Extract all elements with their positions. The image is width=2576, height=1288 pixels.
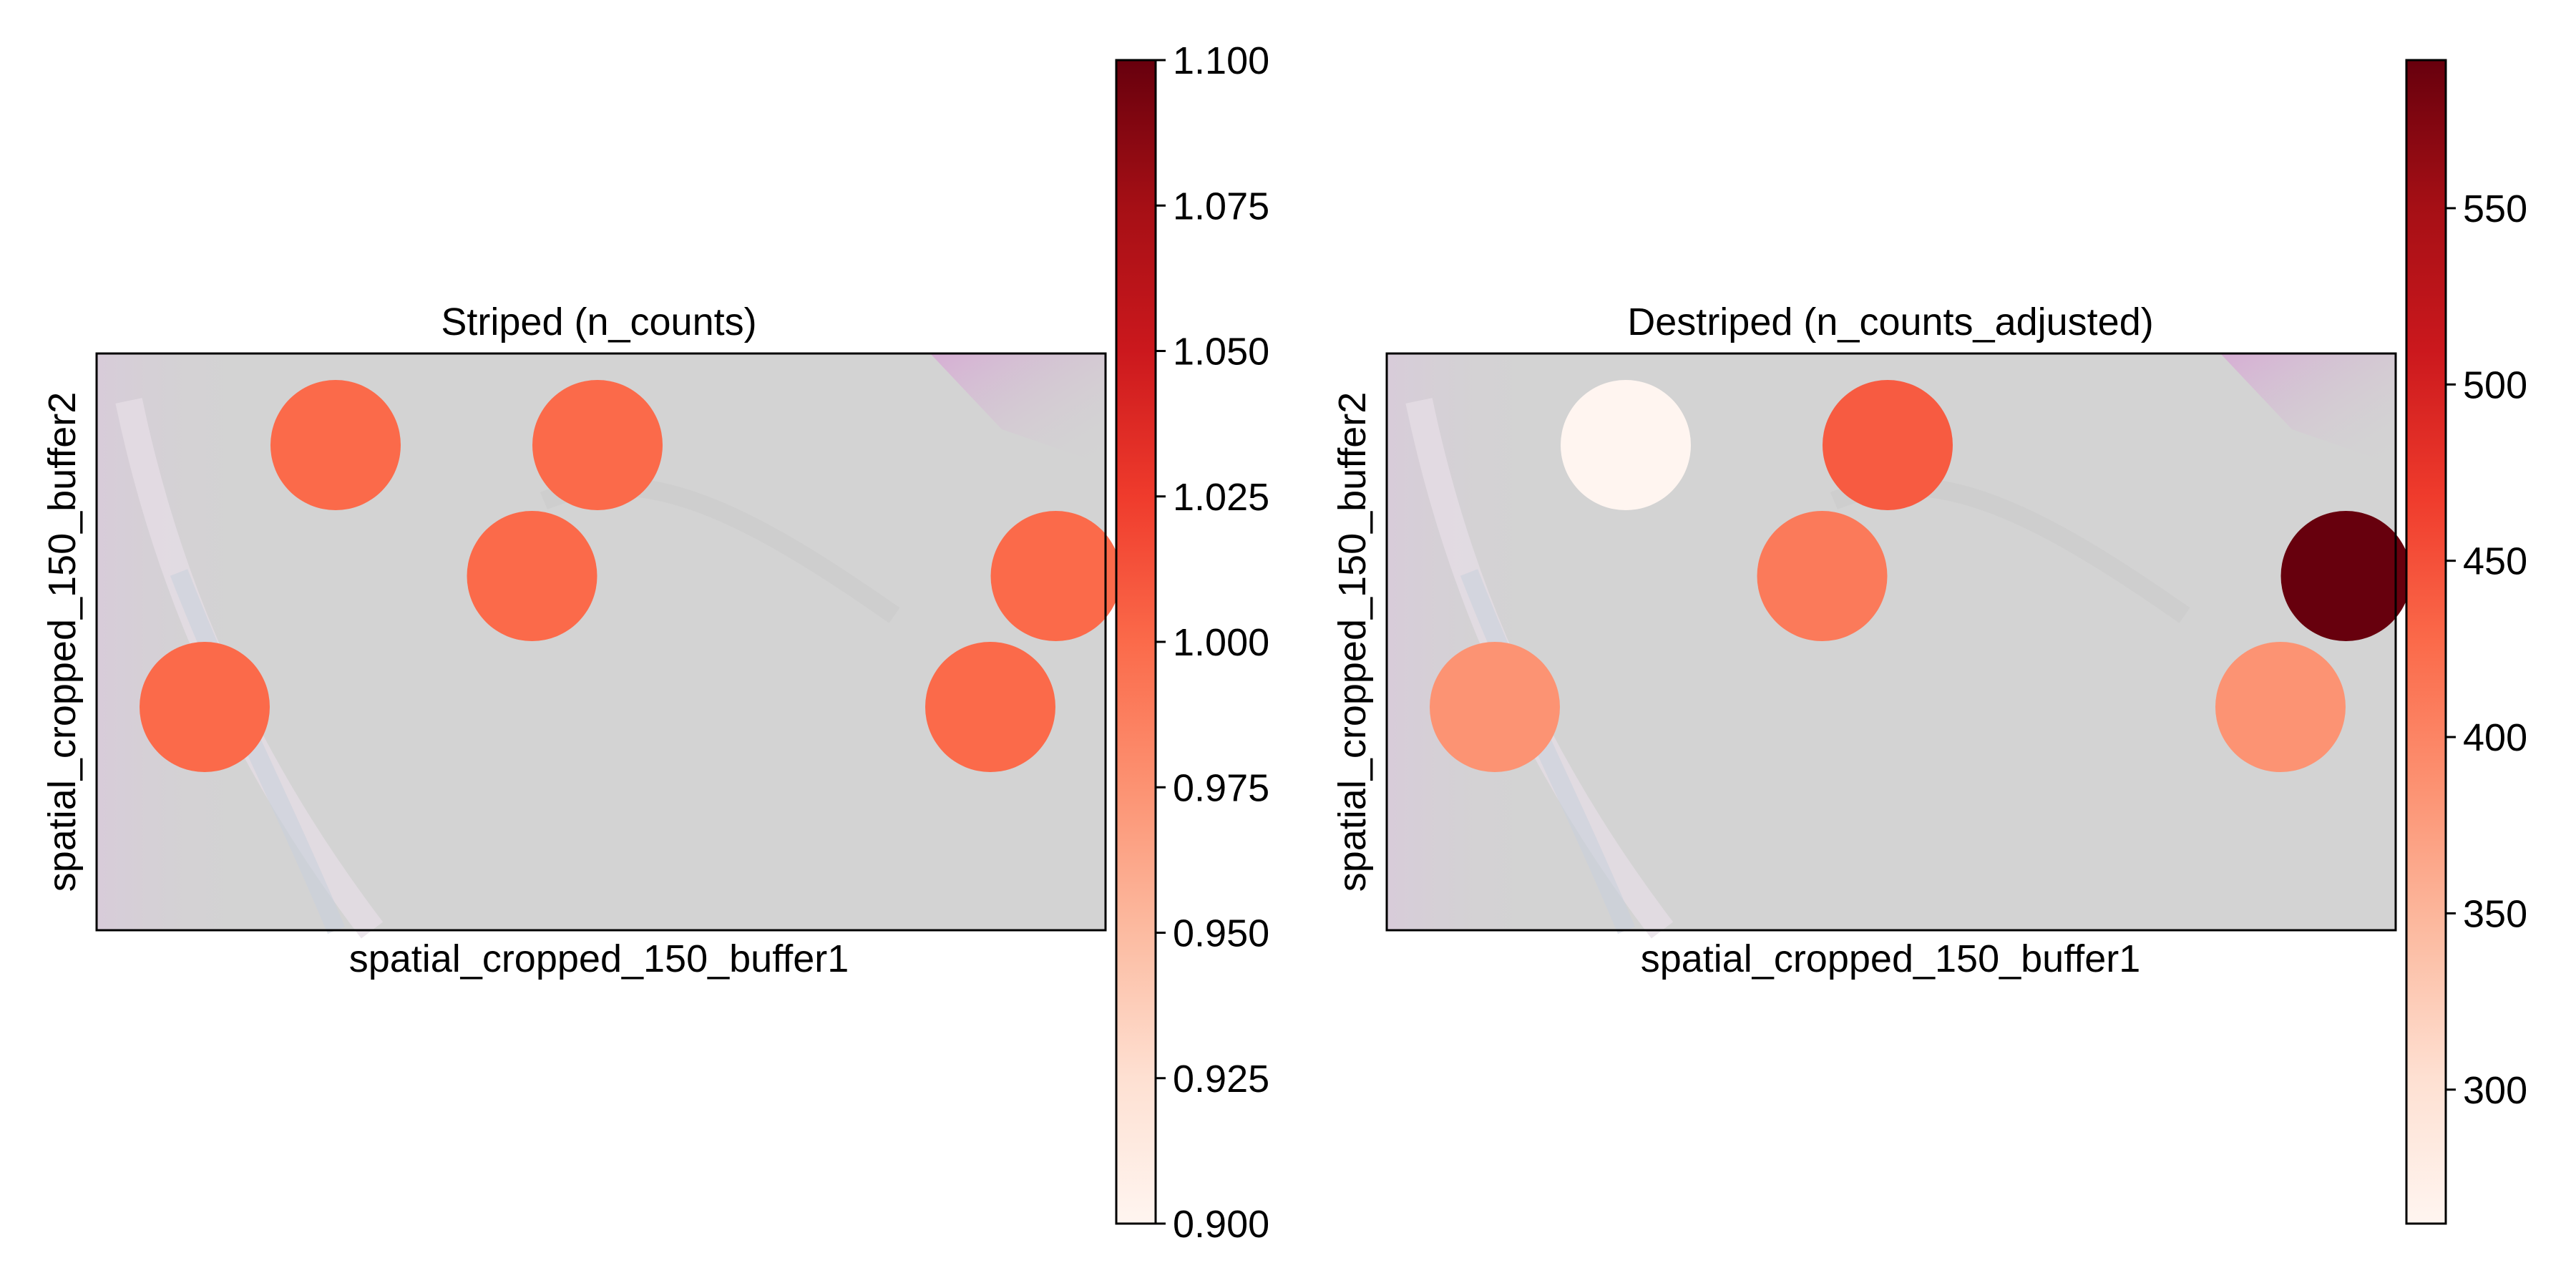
colorbar: 0.900 0.925 0.950 0.975 1.000 1.025 1.050 1.075… (1115, 39, 1269, 1246)
spot-1 (1823, 380, 1953, 510)
axes-frame (1385, 352, 2397, 932)
colorbar-tick-label: 400 (2463, 716, 2527, 759)
spot-2 (467, 511, 597, 641)
colorbar-tick-label: 450 (2463, 540, 2527, 583)
colorbar-tick-label: 0.975 (1173, 766, 1269, 809)
spot-2 (1757, 511, 1888, 641)
colorbar-tick-label: 1.000 (1173, 621, 1269, 664)
colorbar-tick-label: 0.900 (1173, 1203, 1269, 1246)
tissue-background (1387, 353, 2396, 939)
colorbar-tick-label: 1.075 (1173, 185, 1269, 228)
plot-title: Destriped (n_counts_adjusted) (1627, 301, 2153, 343)
spot-5 (2215, 642, 2346, 772)
spot-0 (1561, 380, 1691, 510)
colorbar-ticks: 0.900 0.925 0.950 0.975 1.000 1.025 1.050 1.075… (1156, 39, 1269, 1246)
striped-panel: Striped (n_counts) spatial_cropped_150_b… (41, 39, 1269, 1246)
colorbar-tick-label: 1.050 (1173, 331, 1269, 374)
spot-3 (2280, 511, 2411, 641)
y-axis-label: spatial_cropped_150_buffer2 (1331, 392, 1374, 892)
colorbar: 300 350 400 450 500 550 (2405, 59, 2527, 1225)
colorbar-ticks: 300 350 400 450 500 550 (2446, 187, 2527, 1112)
spot-3 (990, 511, 1121, 641)
x-axis-label: spatial_cropped_150_buffer1 (349, 937, 849, 980)
x-axis-label: spatial_cropped_150_buffer1 (1641, 937, 2141, 980)
destriped-panel: Destriped (n_counts_adjusted) spatial_cr… (1331, 59, 2527, 1225)
colorbar-tick-label: 0.925 (1173, 1058, 1269, 1101)
colorbar-tick-label: 500 (2463, 364, 2527, 406)
colorbar-tick-label: 1.025 (1173, 476, 1269, 519)
spot-1 (532, 380, 663, 510)
colorbar-tick-label: 300 (2463, 1069, 2527, 1112)
spot-4 (140, 642, 270, 772)
spot-4 (1430, 642, 1560, 772)
spots-layer (140, 380, 1121, 772)
spot-5 (925, 642, 1055, 772)
axes-frame (95, 352, 1107, 932)
colorbar-tick-label: 550 (2463, 187, 2527, 230)
colorbar-tick-label: 0.950 (1173, 912, 1269, 955)
spots-layer (1430, 380, 2411, 772)
colorbar-tick-label: 350 (2463, 892, 2527, 935)
y-axis-label: spatial_cropped_150_buffer2 (41, 392, 84, 892)
colorbar-tick-label: 1.100 (1173, 39, 1269, 82)
plot-title: Striped (n_counts) (441, 301, 756, 343)
spot-0 (270, 380, 401, 510)
